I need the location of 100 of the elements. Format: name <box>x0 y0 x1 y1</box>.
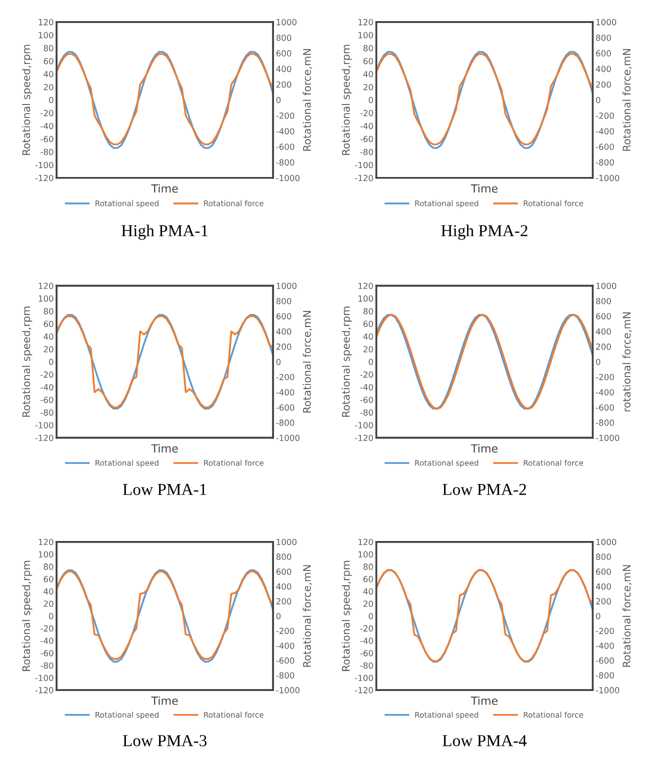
y2-tick-label: 800 <box>276 554 292 560</box>
y-tick-label: 20 <box>44 600 54 607</box>
y-tick-label: -40 <box>360 384 373 390</box>
y2-tick-label: 600 <box>596 313 611 320</box>
y-tick-label: -120 <box>355 687 373 694</box>
y-tick-label: 40 <box>44 588 54 595</box>
y2-tick-label: 0 <box>276 612 281 620</box>
y2-axis-title: rotational force,mN <box>622 312 632 412</box>
y2-tick-label: 200 <box>596 344 611 350</box>
line-series <box>376 314 593 410</box>
y2-tick-label: 200 <box>276 598 292 604</box>
y-axis-title: Rotational speed,rpm <box>22 560 32 671</box>
y2-tick-label: -600 <box>596 657 614 664</box>
y-tick-label: 20 <box>364 600 373 607</box>
y2-tick-label: 600 <box>276 313 292 320</box>
y2-tick-label: 200 <box>596 81 611 88</box>
y-tick-label: 20 <box>44 84 54 90</box>
y2-tick-label: 200 <box>276 344 292 350</box>
y-tick-label: 0 <box>49 358 54 366</box>
y2-tick-label: -200 <box>596 628 614 634</box>
y-tick-label: 20 <box>364 84 373 90</box>
y2-tick-label: 0 <box>276 96 281 104</box>
y2-tick-label: 0 <box>276 358 281 366</box>
y-tick-label: 40 <box>363 70 373 78</box>
y2-axis-title: Rotational force,mN <box>302 565 312 667</box>
y-tick-label: -60 <box>360 396 373 404</box>
y2-tick-label: -600 <box>596 404 614 411</box>
y-tick-label: 80 <box>363 44 373 52</box>
y-tick-label: -120 <box>355 434 373 442</box>
y2-tick-label: 400 <box>596 328 611 335</box>
y2-axis-title: Rotational force,mN <box>302 49 312 151</box>
y-tick-label: -40 <box>360 122 373 130</box>
y2-tick-label: 600 <box>276 568 292 575</box>
y2-tick-label: -400 <box>596 128 614 134</box>
y2-tick-label: -1000 <box>596 687 620 694</box>
y2-axis-title: Rotational force,mN <box>622 565 632 667</box>
y-tick-label: 100 <box>38 295 54 302</box>
y-tick-label: -60 <box>360 136 373 142</box>
y-tick-label: -100 <box>355 674 373 682</box>
y-tick-label: -120 <box>35 174 54 182</box>
y2-tick-label: -200 <box>596 374 614 380</box>
y-axis-title: Rotational speed,rpm <box>22 306 32 417</box>
y-tick-label: -60 <box>40 650 54 656</box>
y2-tick-label: 400 <box>596 583 611 590</box>
y-axis-title: Rotational speed,rpm <box>342 306 352 417</box>
y2-tick-label: 800 <box>596 34 611 41</box>
y2-tick-label: 600 <box>596 50 611 56</box>
text: High PMA-1 <box>122 224 208 240</box>
y-tick-label: -60 <box>40 396 54 404</box>
y-tick-label: -120 <box>355 174 373 182</box>
y-tick-label: 100 <box>38 551 54 558</box>
y-tick-label: 20 <box>364 346 373 352</box>
y-tick-label: -60 <box>40 136 54 142</box>
y-tick-label: 120 <box>38 282 54 290</box>
y2-tick-label: -400 <box>276 642 294 649</box>
x-axis-title: Time <box>151 444 178 453</box>
y2-tick-label: -600 <box>276 657 294 664</box>
y2-tick-label: -200 <box>276 628 294 634</box>
y-tick-label: -40 <box>40 122 54 130</box>
y-tick-label: 120 <box>38 19 54 26</box>
y-tick-label: 40 <box>44 70 54 78</box>
y-tick-label: -40 <box>40 638 54 644</box>
y-tick-label: 100 <box>358 551 373 558</box>
y2-tick-label: 1000 <box>596 19 616 26</box>
y2-tick-label: 600 <box>596 568 611 575</box>
y-tick-label: 40 <box>363 333 373 340</box>
y-tick-label: 80 <box>44 44 54 52</box>
y2-tick-label: -800 <box>276 672 294 679</box>
y2-tick-label: 600 <box>276 50 292 56</box>
y2-tick-label: 1000 <box>596 538 616 546</box>
y2-tick-label: -600 <box>276 144 294 150</box>
y-tick-label: 60 <box>44 58 54 64</box>
y-tick-label: 100 <box>358 32 373 38</box>
y-tick-label: 120 <box>38 538 54 546</box>
y-tick-label: -100 <box>35 674 54 682</box>
y-tick-label: 60 <box>363 576 373 582</box>
y2-tick-label: 1000 <box>276 538 296 546</box>
y-tick-label: 80 <box>44 564 54 570</box>
y-tick-label: 60 <box>44 576 54 582</box>
y-tick-label: -20 <box>40 110 54 116</box>
y2-tick-label: 200 <box>596 598 611 604</box>
y2-tick-label: -400 <box>276 128 294 134</box>
y2-tick-label: 200 <box>276 81 292 88</box>
y2-tick-label: 0 <box>596 612 600 620</box>
y2-tick-label: -1000 <box>276 174 300 182</box>
y2-axis-title: Rotational force,mN <box>302 310 312 413</box>
y2-tick-label: 400 <box>276 328 292 335</box>
y-tick-label: 60 <box>363 58 373 64</box>
y-tick-label: 60 <box>44 320 54 328</box>
y-tick-label: -40 <box>360 638 373 644</box>
y2-axis-title: Rotational force,mN <box>622 49 632 151</box>
y2-tick-label: -800 <box>596 420 614 426</box>
y2-tick-label: -800 <box>276 420 294 426</box>
y2-tick-label: -1000 <box>596 174 620 182</box>
y-tick-label: -40 <box>40 384 54 390</box>
y-tick-label: 0 <box>368 612 373 620</box>
y-axis-title: Rotational speed,rpm <box>22 44 32 155</box>
y-tick-label: 0 <box>49 612 54 620</box>
y-tick-label: -80 <box>40 148 54 156</box>
x-axis-title: Time <box>151 184 178 193</box>
